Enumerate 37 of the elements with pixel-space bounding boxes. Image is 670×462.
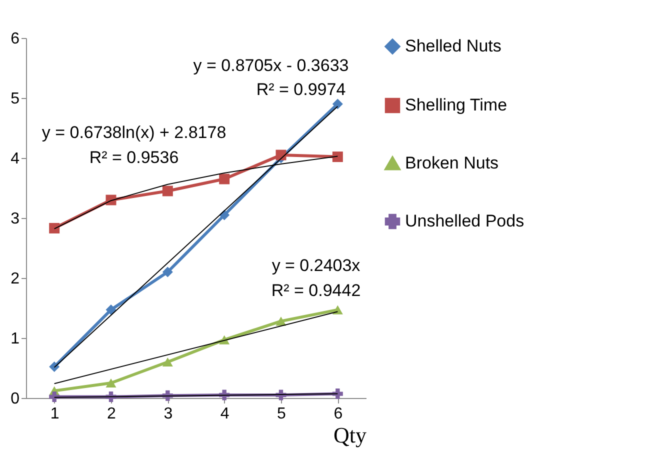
point bbox=[162, 186, 173, 196]
point bbox=[49, 222, 60, 234]
point bbox=[332, 98, 343, 110]
y-tick-label: 4 bbox=[10, 150, 20, 168]
x-tick-label: 4 bbox=[220, 406, 230, 422]
point bbox=[49, 392, 60, 402]
point bbox=[332, 152, 343, 162]
x-tick-label: 2 bbox=[107, 406, 116, 422]
y-tick-label: 0 bbox=[10, 390, 20, 408]
x-tick-label: 5 bbox=[277, 406, 286, 422]
legend-label: Unshelled Pods bbox=[405, 212, 524, 230]
annotation: y = 0.8705x - 0.3633 bbox=[193, 56, 349, 75]
y-tick-label: 1 bbox=[10, 330, 20, 348]
legend-label: Shelling Time bbox=[405, 96, 508, 114]
x-axis-title: Qty bbox=[334, 422, 366, 448]
point bbox=[162, 357, 173, 367]
x-tick-label: 3 bbox=[164, 406, 173, 422]
annotation: R² = 0.9442 bbox=[271, 281, 361, 300]
point bbox=[332, 305, 343, 314]
y-tick-label: 2 bbox=[10, 270, 20, 288]
point bbox=[106, 378, 116, 388]
y-tick-label: 3 bbox=[10, 210, 20, 228]
annotation: R² = 0.9974 bbox=[256, 80, 346, 99]
y-tick-label: 6 bbox=[10, 30, 20, 48]
x-tick-label: 1 bbox=[50, 406, 60, 422]
y-tick-label: 5 bbox=[10, 90, 20, 108]
point bbox=[219, 174, 230, 184]
x-tick-label: 6 bbox=[334, 406, 343, 422]
annotation: R² = 0.9536 bbox=[89, 148, 179, 167]
point bbox=[332, 388, 343, 400]
point bbox=[49, 362, 60, 372]
legend-label: Broken Nuts bbox=[405, 154, 499, 172]
annotation: y = 0.6738ln(x) + 2.8178 bbox=[42, 123, 226, 142]
point bbox=[162, 266, 173, 278]
legend-label: Shelled Nuts bbox=[405, 36, 502, 56]
point bbox=[106, 304, 116, 316]
annotation: y = 0.2403x bbox=[272, 256, 361, 275]
